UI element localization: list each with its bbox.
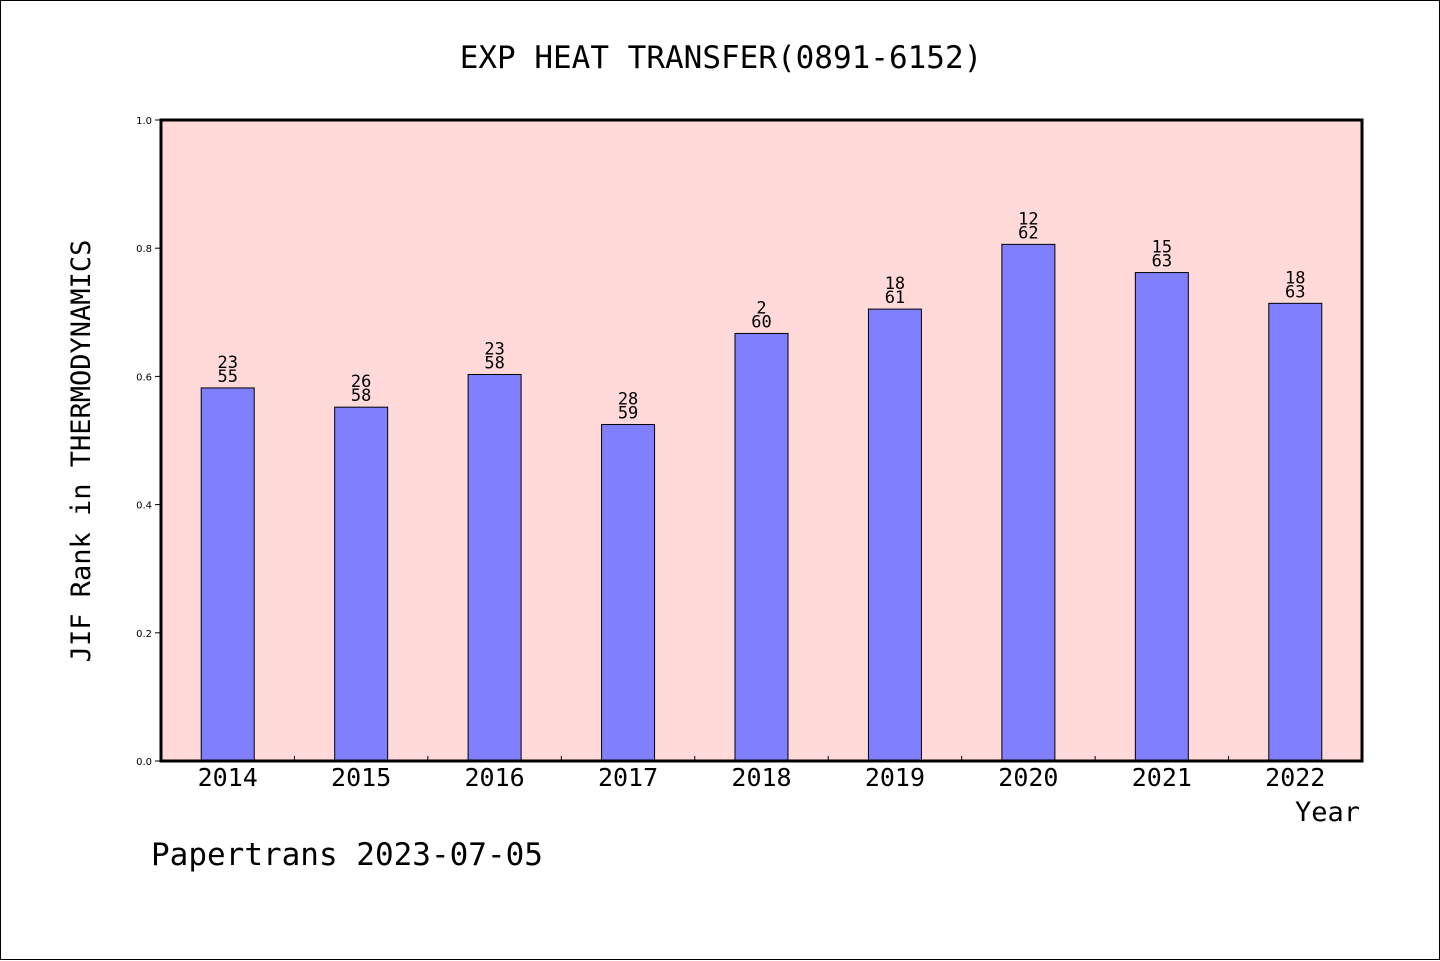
bar-2017 bbox=[601, 423, 656, 762]
data-label-rank: 26 bbox=[351, 372, 371, 392]
bar-2019 bbox=[867, 308, 922, 762]
x-tick-label: 2018 bbox=[731, 763, 791, 792]
x-axis-label: Year bbox=[1295, 797, 1360, 828]
bar-2021 bbox=[1134, 272, 1189, 762]
data-label-rank: 23 bbox=[484, 339, 504, 359]
y-tick-label: 0.4 bbox=[136, 501, 152, 512]
y-tick-label: 1.0 bbox=[136, 116, 152, 127]
chart-title: EXP HEAT TRANSFER(0891-6152) bbox=[460, 40, 983, 76]
data-label-total: 60 bbox=[751, 312, 771, 332]
data-label-rank: 18 bbox=[885, 274, 905, 294]
y-tick-label: 0.8 bbox=[136, 244, 152, 255]
bar-series bbox=[200, 243, 1323, 762]
footer-credit: Papertrans 2023-07-05 bbox=[151, 837, 543, 873]
y-axis-label: JIF Rank in THERMODYNAMICS bbox=[66, 240, 97, 663]
plot-frame bbox=[159, 118, 1364, 763]
y-tick-label: 0.2 bbox=[136, 629, 152, 640]
x-tick-label: 2014 bbox=[198, 763, 258, 792]
data-label-total: 61 bbox=[885, 288, 905, 308]
bar-2015 bbox=[334, 406, 389, 762]
data-label-rank: 28 bbox=[618, 389, 638, 409]
y-tick-label: 0.6 bbox=[136, 372, 152, 383]
data-label-total: 63 bbox=[1285, 282, 1305, 302]
data-label-rank: 15 bbox=[1152, 238, 1172, 258]
data-label-rank: 23 bbox=[217, 353, 237, 373]
x-tick-label: 2019 bbox=[865, 763, 925, 792]
data-label-total: 59 bbox=[618, 403, 638, 423]
x-tick-label: 2017 bbox=[598, 763, 658, 792]
y-axis: 0.0 0.2 0.4 0.6 0.8 1.0 bbox=[136, 116, 161, 768]
data-label-total: 55 bbox=[217, 367, 237, 387]
data-label-total: 58 bbox=[484, 353, 504, 373]
data-label-rank: 18 bbox=[1285, 268, 1305, 288]
data-label-rank: 12 bbox=[1018, 209, 1038, 229]
y-tick-label: 0.0 bbox=[136, 757, 152, 768]
x-tick-label: 2021 bbox=[1132, 763, 1192, 792]
bar-2022 bbox=[1268, 302, 1323, 762]
data-label-rank: 2 bbox=[756, 298, 766, 318]
data-label-total: 63 bbox=[1152, 252, 1172, 272]
x-axis: 2014 2015 2016 2017 2018 2019 2020 2021 2022 bbox=[198, 756, 1325, 792]
data-label-total: 62 bbox=[1018, 223, 1038, 243]
x-tick-label: 2015 bbox=[331, 763, 391, 792]
bar-2020 bbox=[1001, 243, 1056, 762]
bar-2016 bbox=[467, 373, 522, 762]
x-tick-label: 2016 bbox=[465, 763, 525, 792]
x-tick-label: 2020 bbox=[998, 763, 1058, 792]
x-tick-label: 2022 bbox=[1265, 763, 1325, 792]
bar-2014 bbox=[200, 387, 255, 762]
data-label-total: 58 bbox=[351, 386, 371, 406]
bar-2018 bbox=[734, 332, 789, 762]
